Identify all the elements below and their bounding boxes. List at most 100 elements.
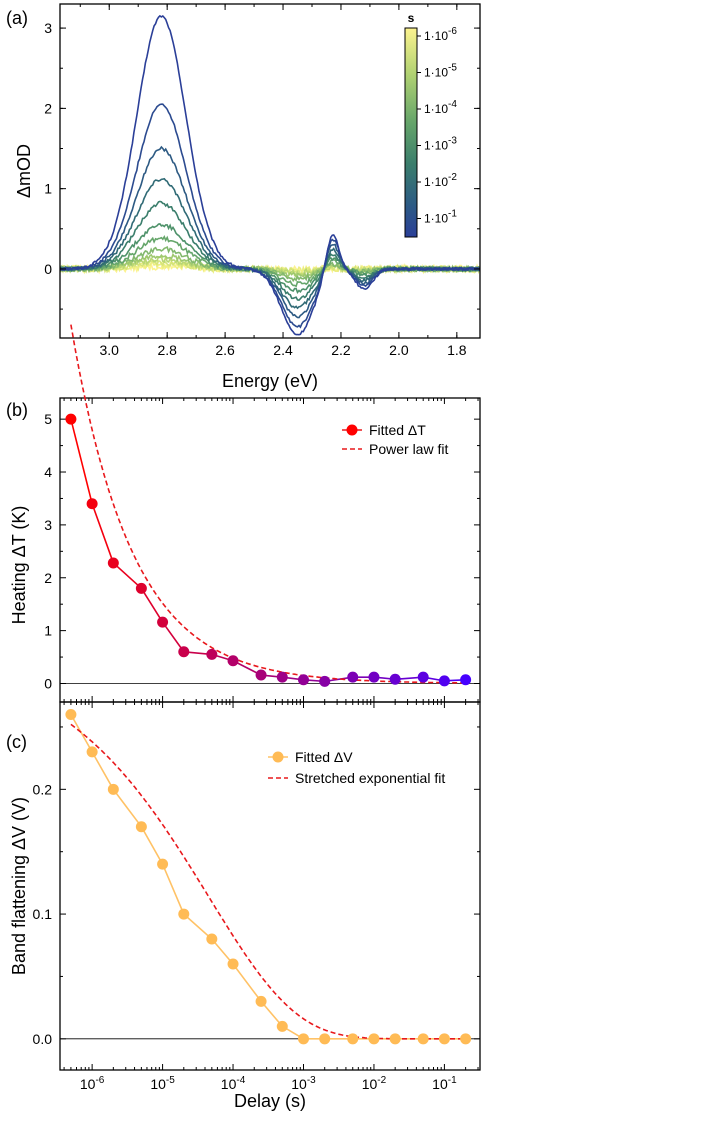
- fitted-dV-point: [227, 958, 239, 970]
- panel-b-ytick-label: 1: [44, 623, 52, 639]
- fitted-dT-segment: [91, 503, 115, 564]
- fitted-dV-point: [206, 933, 218, 945]
- panel-c-plot: 10-6 10-5 10-4 10-3 10-2 10-1 0.0 0.1 0.2: [33, 701, 481, 1092]
- panel-b-ytick-label: 0: [44, 675, 52, 691]
- panel-c-ytick-label: 0.1: [33, 906, 53, 922]
- fitted-dT-point: [65, 413, 77, 425]
- fitted-dT-segment: [112, 562, 142, 589]
- colorbar-title: s: [408, 11, 415, 25]
- fitted-dT-point: [157, 616, 169, 628]
- fitted-dT-point: [86, 498, 98, 510]
- fitted-dV-point: [157, 858, 169, 870]
- spectrum-line: [60, 103, 480, 329]
- fitted-dV-point: [347, 1033, 359, 1045]
- panel-b-legend: Fitted ΔT Power law fit: [342, 422, 448, 457]
- legend-label-fitted-dT: Fitted ΔT: [369, 422, 426, 438]
- colorbar-tick-label: 1·10-2: [424, 172, 457, 189]
- fitted-dT-point: [135, 582, 147, 594]
- fitted-dT-point: [438, 675, 450, 687]
- colorbar-gradient: [404, 27, 418, 238]
- fitted-dV-point: [319, 1033, 331, 1045]
- panel-a-letter: (a): [6, 8, 28, 28]
- fitted-dV-point: [255, 995, 267, 1007]
- stretched-exp-fit-line: [70, 723, 466, 1040]
- fitted-dV-point: [389, 1033, 401, 1045]
- panel-c-letter: (c): [6, 732, 27, 752]
- colorbar: s 1·10-6 1·10-5 1·10-4 1·10-3 1·10-2 1·10-1: [404, 11, 457, 238]
- fitted-dT-point: [460, 674, 472, 686]
- fitted-dT-segment: [161, 621, 185, 653]
- fitted-dV-point: [438, 1033, 450, 1045]
- panel-c-ylabel: Band flattening ΔV (V): [9, 797, 29, 975]
- panel-b-ytick-label: 4: [44, 464, 52, 480]
- fitted-dV-line: [70, 714, 466, 1040]
- fitted-dT-point: [107, 557, 119, 569]
- colorbar-tick-label: 1·10-5: [424, 63, 457, 80]
- panel-a-spectra: [60, 14, 480, 336]
- legend-marker-fitted-dT: [346, 424, 358, 436]
- fitted-dT-point: [347, 671, 359, 683]
- fitted-dV-point: [107, 783, 119, 795]
- colorbar-ticks: 1·10-6 1·10-5 1·10-4 1·10-3 1·10-2 1·10-1: [417, 26, 457, 226]
- fitted-dT-point: [368, 671, 380, 683]
- panel-c-xtick-label: 10-4: [221, 1075, 246, 1092]
- fitted-dV-point: [276, 1020, 288, 1032]
- panel-a-ytick-label: 2: [44, 100, 52, 116]
- fitted-dT-point: [178, 646, 190, 658]
- panel-a-xtick-label: 2.0: [389, 342, 409, 358]
- fitted-dT-point: [297, 674, 309, 686]
- panel-a-ytick-label: 3: [44, 20, 52, 36]
- colorbar-tick-label: 1·10-4: [424, 99, 457, 116]
- spectrum-line: [60, 14, 480, 336]
- fitted-dT-point: [276, 671, 288, 683]
- fitted-dV-point: [178, 908, 190, 920]
- colorbar-tick-label: 1·10-3: [424, 136, 457, 153]
- fitted-dV-point: [65, 708, 77, 720]
- panel-a-xtick-label: 2.8: [157, 342, 177, 358]
- panel-b-ytick-label: 5: [44, 411, 52, 427]
- legend-marker-fitted-dV: [272, 751, 284, 763]
- legend-label-power-law: Power law fit: [369, 441, 448, 457]
- panel-a-ytick-label: 0: [44, 261, 52, 277]
- fitted-dV-point: [368, 1033, 380, 1045]
- fitted-dV-point: [297, 1033, 309, 1045]
- fitted-dV-point: [460, 1033, 472, 1045]
- colorbar-tick-label: 1·10-6: [424, 26, 457, 43]
- panel-b-letter: (b): [6, 400, 28, 420]
- panel-c-xlabel: Delay (s): [234, 1091, 306, 1111]
- fitted-dT-point: [319, 675, 331, 687]
- panel-a-ylabel: ΔmOD: [14, 144, 34, 198]
- fitted-dT-point: [417, 671, 429, 683]
- panel-c-legend: Fitted ΔV Stretched exponential fit: [268, 749, 445, 786]
- panel-c-xtick-label: 10-2: [362, 1075, 387, 1092]
- panel-b-ytick-label: 3: [44, 517, 52, 533]
- panel-a-ytick-label: 1: [44, 181, 52, 197]
- panel-c-ytick-label: 0.2: [33, 781, 53, 797]
- fitted-dT-point: [227, 655, 239, 667]
- panel-c-xtick-label: 10-6: [80, 1075, 105, 1092]
- legend-label-stretched-exp: Stretched exponential fit: [295, 770, 445, 786]
- fitted-dT-segment: [140, 587, 164, 623]
- panel-c-xtick-label: 10-3: [291, 1075, 316, 1092]
- fitted-dV-point: [135, 821, 147, 833]
- legend-label-fitted-dV: Fitted ΔV: [295, 749, 353, 765]
- panel-a-xtick-label: 2.6: [215, 342, 235, 358]
- panel-a-xtick-label: 3.0: [100, 342, 120, 358]
- panel-c-xtick-label: 10-1: [432, 1075, 457, 1092]
- panel-a-axes: 3.0 2.8 2.6 2.4 2.2 2.0 1.8 0 1 2 3: [44, 4, 480, 358]
- panel-a-xtick-label: 2.4: [273, 342, 293, 358]
- fitted-dT-point: [255, 669, 267, 681]
- panel-a-xtick-label: 1.8: [447, 342, 467, 358]
- fitted-dV-point: [86, 746, 98, 758]
- panel-b-ylabel: Heating ΔT (K): [9, 506, 29, 625]
- colorbar-tick-label: 1·10-1: [424, 209, 457, 226]
- panel-c-frame: [59, 701, 481, 1071]
- panel-a-xtick-label: 2.2: [331, 342, 351, 358]
- spectrum-line: [60, 177, 480, 310]
- fitted-dT-point: [206, 648, 218, 660]
- fitted-dT-segment: [70, 418, 93, 504]
- panel-b-ytick-label: 2: [44, 570, 52, 586]
- fitted-dT-point: [389, 673, 401, 685]
- fitted-dV-point: [417, 1033, 429, 1045]
